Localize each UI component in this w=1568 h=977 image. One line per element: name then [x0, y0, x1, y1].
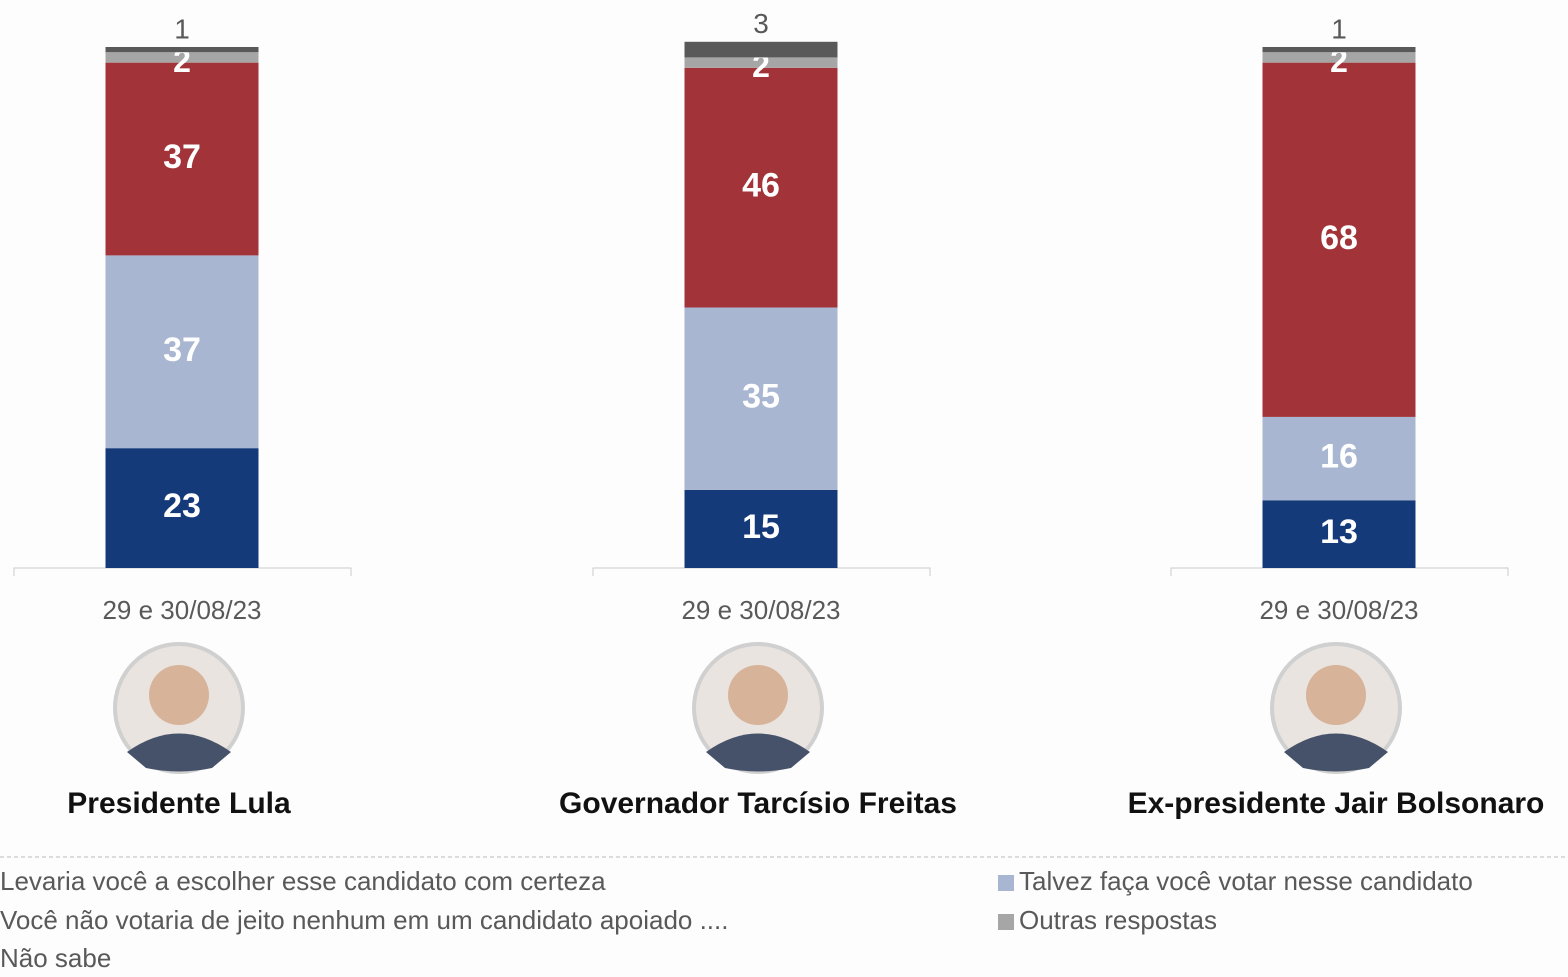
- bar-segment: [105, 255, 259, 449]
- value-label: 68: [1320, 219, 1358, 257]
- photo-face: [728, 665, 788, 725]
- legend-label: Você não votaria de jeito nenhum em um c…: [0, 905, 728, 935]
- bar-segment: [1262, 62, 1416, 417]
- value-label: 23: [163, 487, 201, 525]
- candidate-name: Presidente Lula: [67, 787, 291, 820]
- candidate-name: Ex-presidente Jair Bolsonaro: [1128, 787, 1545, 820]
- bar-segment: [105, 62, 259, 256]
- bar-segment: [1262, 47, 1416, 53]
- legend-swatch: [998, 875, 1014, 891]
- bar-segment: [684, 41, 838, 58]
- bar-segment: [1262, 500, 1416, 568]
- value-label: 1: [174, 13, 190, 44]
- bar-segment: [105, 47, 259, 53]
- period-label: 29 e 30/08/23: [102, 595, 261, 625]
- legend-label: Outras respostas: [1019, 905, 1217, 935]
- value-label: 37: [163, 138, 201, 176]
- legend-label: Talvez faça você votar nesse candidato: [1019, 866, 1473, 896]
- value-label: 3: [753, 8, 769, 39]
- legend-label: Não sabe: [0, 943, 111, 973]
- bar-segment: [1262, 416, 1416, 501]
- value-label: 13: [1320, 513, 1358, 551]
- bar-segment: [105, 52, 259, 63]
- legend-label: Levaria você a escolher esse candidato c…: [0, 866, 606, 896]
- photo-body: [1284, 733, 1388, 772]
- value-label: 35: [742, 378, 780, 416]
- candidate-name: Governador Tarcísio Freitas: [559, 787, 957, 820]
- photo-body: [127, 733, 231, 772]
- value-label: 46: [742, 167, 780, 205]
- period-label: 29 e 30/08/23: [681, 595, 840, 625]
- axis-line: [13, 567, 352, 576]
- bar-segment: [684, 489, 838, 568]
- value-label: 16: [1320, 438, 1358, 476]
- bar-segment: [684, 307, 838, 490]
- value-label: 1: [1331, 13, 1347, 44]
- legend-swatch: [998, 914, 1014, 930]
- photo-face: [149, 665, 209, 725]
- axis-line: [1170, 567, 1509, 576]
- bar-segment: [1262, 52, 1416, 63]
- photo-face: [1306, 665, 1366, 725]
- period-label: 29 e 30/08/23: [1259, 595, 1418, 625]
- value-label: 37: [163, 331, 201, 369]
- axis-line: [592, 567, 931, 576]
- bar-segment: [105, 448, 259, 568]
- bar-segment: [684, 67, 838, 308]
- photo-body: [706, 733, 810, 772]
- bar-segment: [684, 57, 838, 68]
- value-label: 15: [742, 508, 780, 546]
